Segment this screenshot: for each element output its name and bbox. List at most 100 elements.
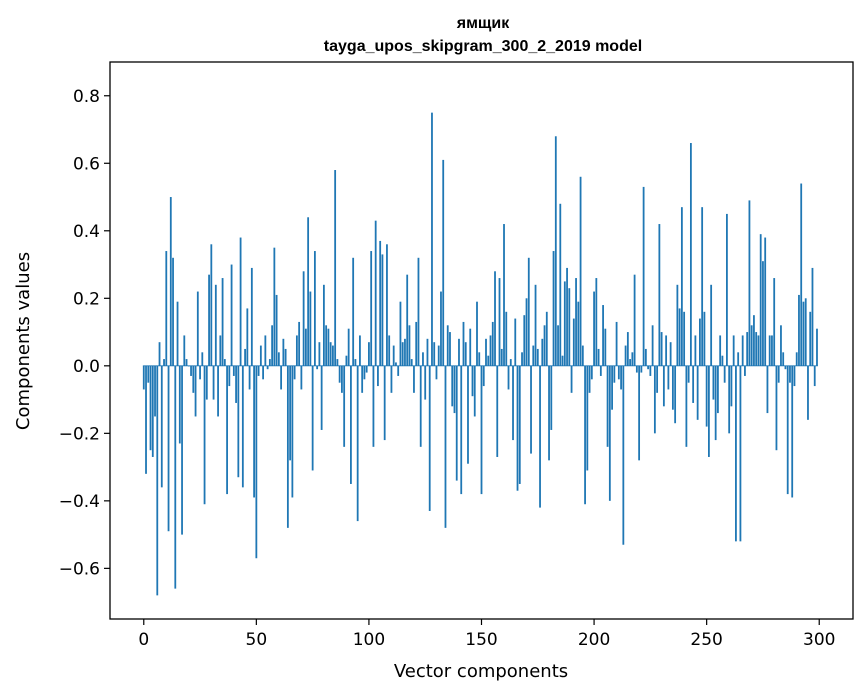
- y-tick-label: 0.6: [73, 154, 100, 174]
- bar: [658, 224, 661, 366]
- bar: [381, 254, 384, 366]
- bar: [329, 342, 332, 366]
- y-tick-label: −0.6: [59, 559, 100, 579]
- bar-series: [142, 112, 818, 596]
- bar: [561, 355, 564, 366]
- bar: [631, 352, 634, 366]
- bar: [816, 328, 818, 366]
- bar: [775, 365, 778, 451]
- bar: [791, 365, 794, 498]
- bar: [746, 332, 749, 366]
- bar: [377, 365, 379, 387]
- bar: [478, 352, 481, 366]
- bar: [356, 365, 359, 522]
- bar: [149, 365, 152, 451]
- bar: [239, 237, 242, 366]
- bar: [667, 365, 670, 390]
- bar: [273, 247, 276, 366]
- bar: [392, 345, 395, 366]
- bar: [142, 365, 145, 390]
- bar: [406, 274, 409, 366]
- bar: [644, 348, 647, 366]
- bar: [464, 342, 467, 366]
- bar: [374, 220, 377, 366]
- bar: [665, 335, 668, 366]
- bar: [759, 234, 762, 366]
- bar: [696, 365, 699, 420]
- bar: [147, 365, 150, 383]
- bar: [203, 365, 206, 505]
- bar: [455, 365, 458, 481]
- bar: [680, 207, 683, 366]
- bar: [766, 365, 769, 414]
- bar: [611, 365, 613, 410]
- bar: [341, 365, 343, 393]
- bar: [370, 251, 373, 366]
- bar: [196, 291, 199, 366]
- bar: [388, 335, 391, 366]
- x-tick-label: 50: [246, 630, 268, 650]
- bar: [426, 338, 429, 366]
- bar: [259, 345, 262, 366]
- bar: [397, 365, 400, 376]
- bar: [606, 365, 609, 447]
- x-tick-label: 250: [690, 630, 722, 650]
- bar: [656, 365, 659, 393]
- bar: [717, 365, 719, 414]
- bar: [539, 365, 541, 508]
- bar: [433, 342, 436, 366]
- bar: [163, 359, 165, 366]
- bar: [194, 365, 197, 417]
- bar: [813, 365, 816, 387]
- bar: [280, 365, 283, 390]
- bar: [399, 301, 402, 366]
- bar: [354, 359, 357, 366]
- bar: [732, 335, 735, 366]
- bar: [640, 365, 643, 373]
- bar: [325, 325, 328, 366]
- bar: [237, 365, 240, 478]
- bar: [401, 342, 404, 366]
- bar: [386, 244, 388, 366]
- bar: [415, 321, 418, 366]
- y-axis-label: Components values: [13, 252, 34, 430]
- bar: [523, 315, 526, 366]
- bar: [352, 257, 355, 366]
- bar: [811, 267, 814, 366]
- bar: [586, 365, 589, 471]
- bar: [608, 365, 611, 501]
- bar: [151, 365, 154, 457]
- bar: [304, 328, 307, 366]
- x-tick-label: 0: [138, 630, 149, 650]
- bar: [413, 365, 415, 393]
- bar: [212, 365, 215, 400]
- bar: [309, 291, 312, 366]
- bar: [419, 365, 422, 447]
- bar: [250, 267, 253, 366]
- bar: [626, 332, 629, 366]
- bar: [737, 352, 740, 366]
- bar: [635, 365, 638, 373]
- bar: [692, 365, 695, 403]
- bar: [694, 335, 697, 366]
- x-tick-label: 300: [803, 630, 835, 650]
- bar: [762, 261, 764, 366]
- bar: [518, 365, 521, 484]
- bar: [424, 365, 427, 400]
- bar: [408, 325, 411, 366]
- y-tick-label: 0.2: [73, 289, 100, 309]
- bar: [579, 176, 582, 366]
- bar: [615, 321, 618, 366]
- bar: [545, 311, 548, 366]
- bar: [705, 365, 708, 427]
- bar: [262, 365, 264, 380]
- bar: [487, 355, 490, 366]
- bar: [185, 359, 188, 366]
- bar: [750, 325, 753, 366]
- bar: [145, 365, 147, 474]
- bar: [703, 311, 706, 366]
- bar: [338, 365, 341, 383]
- bar: [365, 365, 368, 373]
- y-axis-ticks: −0.6 −0.4 −0.2 0.0 0.2 0.4 0.6 0.8: [59, 87, 110, 579]
